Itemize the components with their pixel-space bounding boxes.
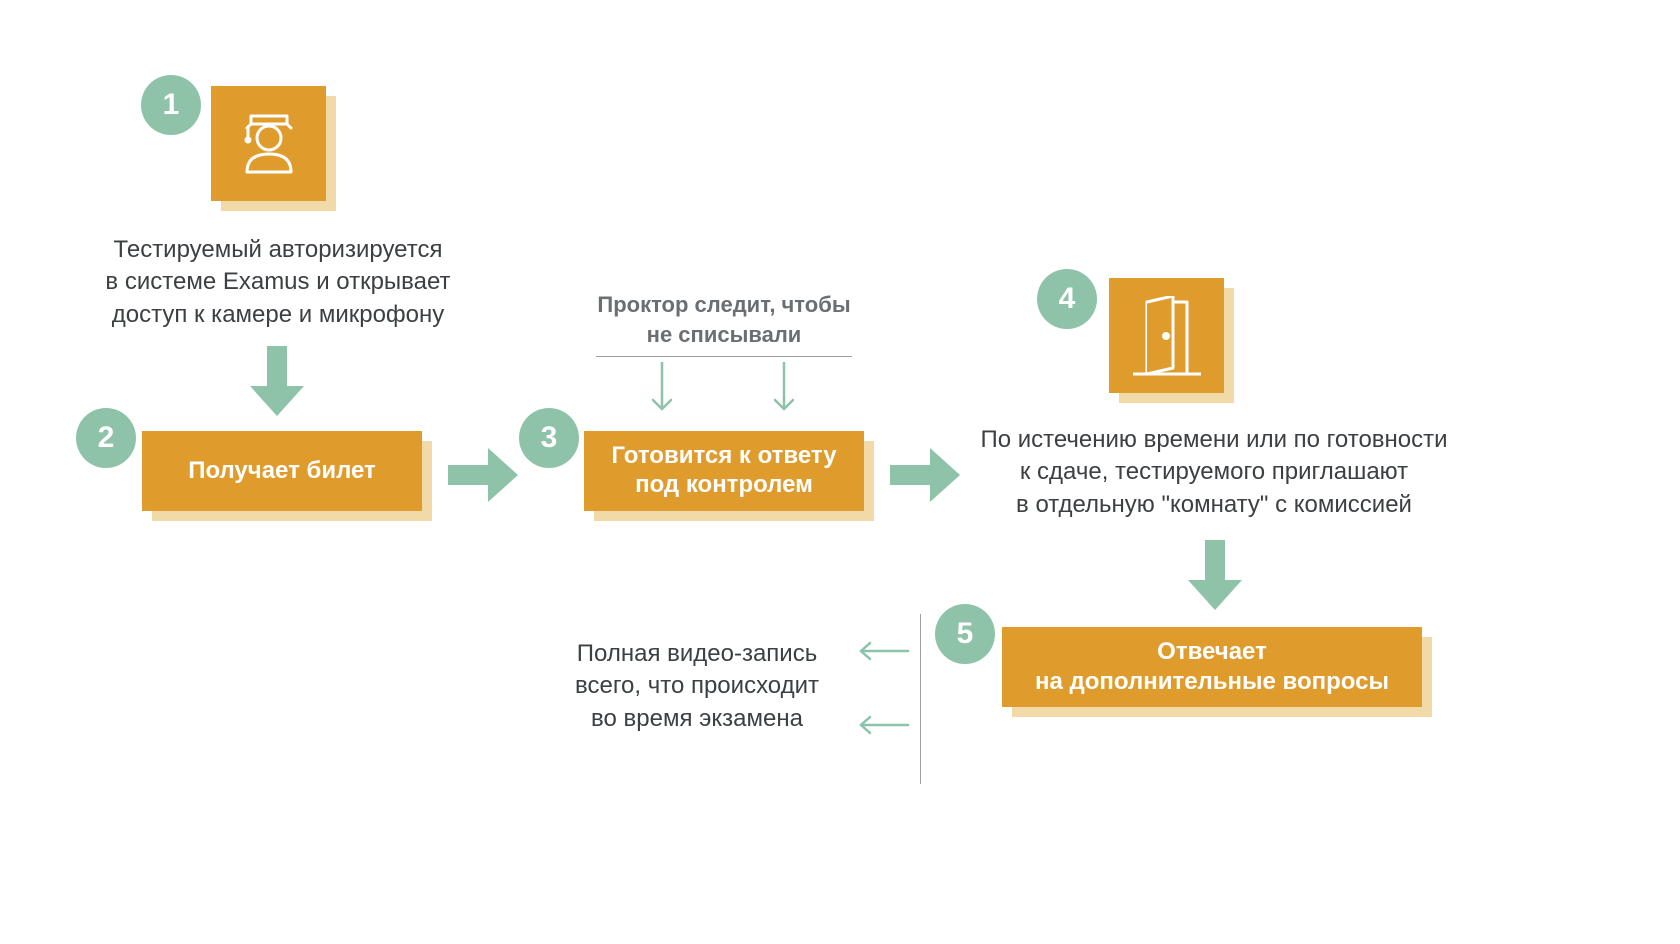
step-3-badge: 3 <box>519 408 579 468</box>
step-2-box: Получает билет <box>142 431 422 511</box>
step-3-number: 3 <box>541 421 558 455</box>
step-3-box: Готовится к ответу под контролем <box>584 431 864 511</box>
step-3-thin-arrow-right <box>772 362 796 414</box>
step-3-thin-arrow-left <box>650 362 674 414</box>
step-5-thin-arrow-bottom <box>856 714 910 736</box>
step-4-desc-l2: к сдаче, тестируемого приглашают <box>964 456 1464 488</box>
door-icon <box>1133 296 1201 376</box>
step-4-desc-l3: в отдельную "комнату" с комиссией <box>964 489 1464 521</box>
arrow-3-to-4 <box>890 448 960 502</box>
step-1-desc: Тестируемый авторизируется в системе Exa… <box>78 234 478 331</box>
step-5-label-l2: на дополнительные вопросы <box>1035 667 1389 697</box>
step-1-icon-tile <box>211 86 326 201</box>
step-1-desc-l1: Тестируемый авторизируется <box>78 234 478 266</box>
step-1-badge: 1 <box>141 75 201 135</box>
step-5-label-l1: Отвечает <box>1157 637 1267 667</box>
step-5-note-l2: всего, что происходит <box>552 670 842 702</box>
step-5-thin-arrow-top <box>856 640 910 662</box>
step-3-note-l1: Проктор следит, чтобы <box>584 290 864 320</box>
step-5-number: 5 <box>957 617 974 651</box>
step-4-icon-tile <box>1109 278 1224 393</box>
arrow-4-to-5 <box>1188 540 1242 610</box>
step-4-desc: По истечению времени или по готовности к… <box>964 424 1464 521</box>
step-3-divider <box>596 356 852 357</box>
step-4-number: 4 <box>1059 282 1076 316</box>
step-4-badge: 4 <box>1037 269 1097 329</box>
step-2-label: Получает билет <box>188 457 376 485</box>
step-5-note: Полная видео-запись всего, что происходи… <box>552 638 842 735</box>
step-2-number: 2 <box>98 421 115 455</box>
step-3-label-l1: Готовится к ответу <box>611 442 836 471</box>
step-3-label-l2: под контролем <box>635 471 813 500</box>
step-5-note-l3: во время экзамена <box>552 703 842 735</box>
step-5-divider <box>920 614 921 784</box>
arrow-1-to-2 <box>250 346 304 416</box>
step-1-desc-l2: в системе Examus и открывает <box>78 266 478 298</box>
arrow-2-to-3 <box>448 448 518 502</box>
step-3-note: Проктор следит, чтобы не списывали <box>584 290 864 349</box>
step-1-number: 1 <box>163 88 180 122</box>
step-4-desc-l1: По истечению времени или по готовности <box>964 424 1464 456</box>
step-3-note-l2: не списывали <box>584 320 864 350</box>
step-5-note-l1: Полная видео-запись <box>552 638 842 670</box>
student-icon <box>233 108 305 180</box>
step-2-badge: 2 <box>76 408 136 468</box>
step-5-badge: 5 <box>935 604 995 664</box>
step-5-box: Отвечает на дополнительные вопросы <box>1002 627 1422 707</box>
step-1-desc-l3: доступ к камере и микрофону <box>78 299 478 331</box>
